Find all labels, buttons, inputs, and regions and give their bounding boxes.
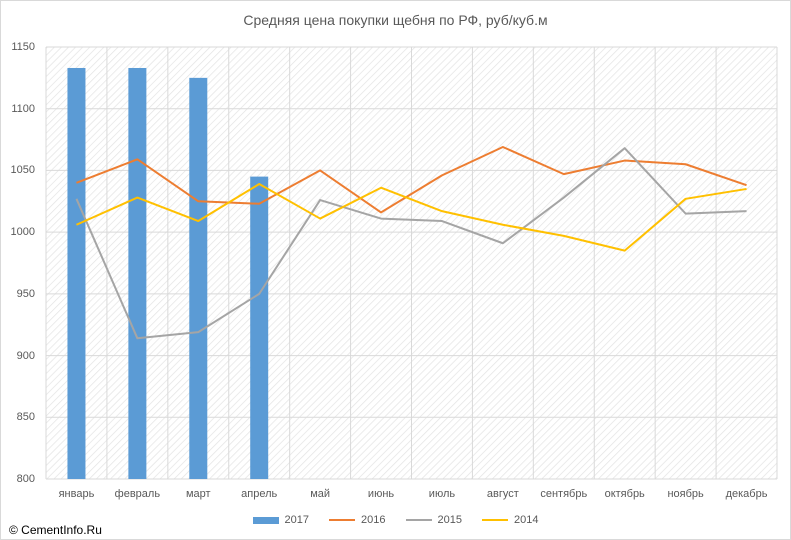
y-tick-label: 950 (16, 287, 35, 300)
bar-2017 (189, 77, 208, 479)
bar-2017 (128, 67, 147, 480)
copyright-text: © CementInfo.Ru (9, 523, 102, 537)
x-tick-label: август (486, 488, 519, 500)
legend-label: 2017 (284, 514, 310, 526)
legend-label: 2015 (437, 514, 462, 526)
line-series-2016 (76, 145, 747, 214)
legend-label: 2014 (513, 514, 539, 526)
y-tick-label: 850 (16, 411, 35, 424)
legend-swatch (405, 519, 432, 521)
chart-legend: 2017 2016 2015 2014 (1, 514, 790, 526)
legend-item-2015: 2015 (405, 514, 462, 526)
chart-title: Средняя цена покупки щебня по РФ, руб/ку… (243, 12, 548, 28)
line-series-2014 (76, 183, 747, 252)
x-tick-label: май (310, 488, 331, 500)
x-tick-label: март (185, 488, 211, 500)
legend-swatch (481, 519, 508, 521)
y-tick-label: 800 (16, 473, 35, 485)
x-tick-label: октябрь (604, 488, 645, 500)
x-tick-label: ноябрь (667, 488, 704, 500)
y-tick-label: 1150 (11, 41, 35, 53)
bar-2017 (250, 176, 269, 479)
bar-2017 (67, 67, 86, 480)
line-series-2015 (75, 147, 747, 340)
legend-label: 2016 (361, 514, 386, 526)
x-tick-label: июнь (367, 488, 395, 500)
y-tick-label: 900 (16, 349, 35, 362)
x-tick-label: апрель (241, 488, 278, 500)
legend-swatch (252, 516, 279, 524)
x-tick-label: февраль (114, 488, 161, 500)
y-tick-label: 1050 (10, 164, 35, 177)
x-tick-label: сентябрь (540, 488, 588, 500)
legend-item-2016: 2016 (329, 514, 386, 526)
x-tick-label: декабрь (725, 488, 768, 500)
y-tick-label: 1000 (10, 226, 35, 239)
y-tick-label: 1100 (11, 102, 35, 115)
x-tick-label: январь (58, 488, 95, 500)
legend-swatch (329, 519, 356, 521)
legend-item-2017: 2017 (252, 514, 310, 526)
x-tick-label: июль (428, 488, 456, 500)
legend-item-2014: 2014 (481, 514, 539, 526)
